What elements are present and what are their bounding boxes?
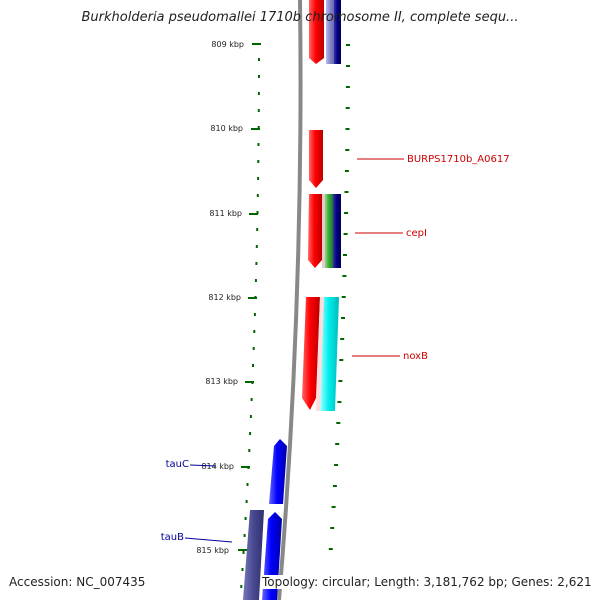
outer-ring-dash [344,170,349,172]
inner-ring-dot [256,211,259,214]
outer-ring-dash [345,107,350,109]
outer-ring-dash [345,86,350,88]
gene-block-pale-noxb[interactable] [316,297,324,411]
outer-ring-dash [332,485,337,487]
inner-ring-dot [255,262,258,265]
inner-ring-dot [255,245,258,248]
gene-labels: BURPS1710b_A0617 cepI noxB tauC tauB [161,154,510,543]
outer-ring-dash [346,44,350,46]
inner-ring-dot [248,449,251,452]
inner-ring-dot [254,279,257,282]
accession-text: Accession: NC_007435 [9,575,146,589]
inner-ring-dot [257,92,260,95]
gene-label-tauc[interactable]: tauC [166,459,189,470]
tick-label-815: 815 kbp [196,546,229,555]
outer-ring-dash [335,443,340,445]
genome-summary-text: Topology: circular; Length: 3,181,762 bp… [262,575,592,589]
gene-label-burps1710b-a0617[interactable]: BURPS1710b_A0617 [407,154,510,165]
inner-ring-dot [249,432,252,435]
gene-arrow-burps1710b-a0617[interactable] [309,130,323,188]
inner-ring-dot [249,415,252,418]
tick-label-814: 814 kbp [201,462,234,471]
inner-ring-dot [257,126,260,129]
genome-title: Burkholderia pseudomallei 1710b chromoso… [81,10,519,25]
gene-arrow-red-top[interactable] [309,0,324,64]
forward-gene-track [243,0,341,600]
gene-arrow-tauc[interactable] [269,439,287,504]
inner-ring-dot [243,534,246,537]
outer-ring-dash [344,191,349,193]
gene-block-slate-taub[interactable] [243,510,264,600]
inner-ring-dot [257,143,260,146]
outer-ring-dash [342,275,347,277]
outer-ring-dash [331,506,336,508]
inner-ring-dot [241,568,244,571]
inner-ring-dot [246,483,249,486]
outer-ring-dash [344,212,349,214]
scale-ticks: 809 kbp 810 kbp 811 kbp 812 kbp 813 kbp … [196,40,261,555]
outer-ring-dash [346,65,350,67]
leader-tauc [189,464,217,467]
outer-ring-dash [343,233,348,235]
inner-ring-dot [253,313,256,316]
gene-block-navy-top[interactable] [334,0,341,64]
outer-dotted-ring [328,44,350,550]
inner-ring-dot [252,347,255,350]
gene-label-noxb[interactable]: noxB [403,351,428,362]
outer-ring-dash [334,464,339,466]
inner-ring-dot [258,58,260,61]
outer-ring-dash [339,359,344,361]
outer-ring-dash [337,401,342,403]
outer-ring-dash [328,548,333,550]
gene-block-navy-mid[interactable] [333,194,341,268]
outer-ring-dash [343,254,347,256]
gene-label-taub[interactable]: tauB [161,532,184,543]
outer-ring-dash [340,338,345,340]
outer-ring-dash [345,128,350,130]
inner-ring-dot [256,194,259,197]
outer-ring-dash [336,422,341,424]
tick-label-812: 812 kbp [208,293,241,302]
gene-block-green[interactable] [325,194,333,268]
gene-arrow-cepi[interactable] [308,194,322,268]
inner-ring-dot [253,330,256,333]
leader-taub [184,537,233,543]
inner-ring-dot [244,517,247,520]
inner-ring-dot [250,398,253,401]
inner-ring-dot [257,177,260,180]
inner-dotted-ring [240,58,260,588]
inner-ring-dot [256,228,259,231]
outer-ring-dash [341,317,345,319]
tick-label-810: 810 kbp [210,124,243,133]
outer-ring-dash [345,149,350,151]
gene-block-pale-cepi[interactable] [322,194,325,268]
tick-label-809: 809 kbp [211,40,244,49]
inner-ring-dot [257,160,260,163]
gene-block-cyan-noxb[interactable] [320,297,339,411]
gene-block-lavender-top[interactable] [326,0,334,64]
gene-label-cepi[interactable]: cepI [406,228,427,239]
outer-ring-dash [330,527,335,529]
inner-ring-dot [257,109,260,112]
outer-ring-dash [341,296,346,298]
inner-ring-dot [252,364,254,367]
label-leaders [184,158,404,543]
inner-ring-dot [240,585,243,588]
outer-ring-dash [338,380,343,382]
tick-label-811: 811 kbp [209,209,242,218]
inner-ring-dot [258,75,260,78]
chromosome-backbone [277,0,303,600]
tick-label-813: 813 kbp [205,377,238,386]
gene-arrow-red-noxb[interactable] [302,297,320,410]
inner-ring-dot [242,551,245,554]
inner-ring-dot [245,500,248,503]
